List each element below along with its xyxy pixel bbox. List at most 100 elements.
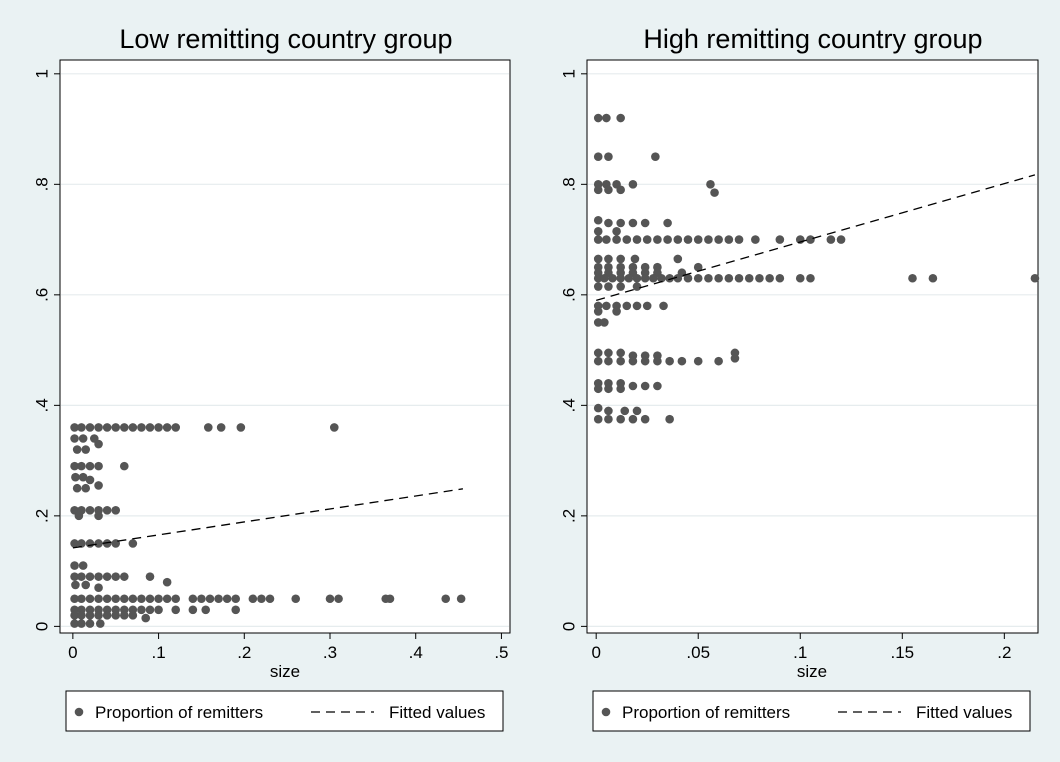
scatter-point xyxy=(81,483,91,493)
scatter-point xyxy=(765,273,774,283)
scatter-point xyxy=(154,594,163,604)
scatter-point xyxy=(119,594,129,604)
x-axis: 0 .1 .2 .3 .4 .5 xyxy=(68,633,509,662)
scatter-point xyxy=(94,583,103,592)
scatter-point xyxy=(928,273,938,283)
scatter-point xyxy=(704,273,713,283)
scatter-point xyxy=(622,235,632,244)
scatter-point xyxy=(693,356,703,366)
scatter-point xyxy=(334,594,343,604)
scatter-point xyxy=(94,511,103,521)
scatter-point xyxy=(214,594,223,604)
scatter-point xyxy=(257,594,266,604)
scatter-point xyxy=(74,511,84,521)
x-tick-label: 0 xyxy=(68,643,77,662)
scatter-point xyxy=(203,423,213,432)
scatter-point xyxy=(102,506,112,515)
legend-box xyxy=(65,690,504,732)
scatter-point xyxy=(162,423,172,432)
scatter-point xyxy=(102,539,112,548)
scatter-point xyxy=(70,561,79,570)
scatter-point xyxy=(724,235,734,244)
scatter-point xyxy=(593,273,603,283)
scatter-point xyxy=(593,348,603,358)
scatter-point xyxy=(70,619,79,628)
scatter-point xyxy=(628,381,638,391)
y-axis: 0 .2 .4 .6 .8 1 xyxy=(560,69,587,631)
scatter-point xyxy=(734,273,744,283)
scatter-point xyxy=(593,215,603,225)
scatter-point xyxy=(665,273,674,283)
scatter-point xyxy=(441,594,451,604)
scatter-point xyxy=(677,356,687,366)
scatter-point xyxy=(710,188,719,197)
scatter-point xyxy=(628,218,638,228)
scatter-point xyxy=(111,594,121,604)
scatter-point xyxy=(612,235,621,244)
scatter-point xyxy=(642,301,652,311)
scatter-point xyxy=(714,273,723,283)
scatter-point xyxy=(325,594,335,604)
fitted-line xyxy=(72,488,463,549)
legend-marker-points xyxy=(601,707,611,717)
plot-area xyxy=(59,59,511,634)
scatter-point xyxy=(806,273,815,283)
scatter-point xyxy=(94,439,103,449)
scatter-point xyxy=(659,301,668,311)
scatter-point xyxy=(216,423,226,432)
scatter-point xyxy=(604,185,613,195)
scatter-point xyxy=(77,619,86,628)
scatter-point xyxy=(604,414,613,424)
scatter-point xyxy=(683,235,693,244)
y-tick-label: .2 xyxy=(33,509,52,523)
scatter-point xyxy=(602,235,611,244)
legend: Proportion of remitters Fitted values xyxy=(592,690,1031,732)
scatter-point xyxy=(81,580,91,590)
scatter-point xyxy=(197,594,206,604)
scatter-point xyxy=(604,406,613,416)
y-tick-label: .8 xyxy=(560,177,579,191)
scatter-point xyxy=(714,235,723,244)
scatter-point xyxy=(70,539,79,548)
scatter-point xyxy=(385,594,395,604)
scatter-point xyxy=(616,384,625,394)
scatter-point xyxy=(600,318,609,327)
scatter-point xyxy=(775,235,785,244)
scatter-point xyxy=(77,423,86,432)
scatter-point xyxy=(593,226,603,236)
scatter-point xyxy=(616,113,625,123)
scatter-point xyxy=(77,539,86,548)
scatter-point xyxy=(70,423,79,432)
scatter-point xyxy=(95,619,105,628)
scatter-point xyxy=(102,594,112,604)
legend-label-points: Proportion of remitters xyxy=(622,703,790,722)
scatter-point xyxy=(94,611,103,620)
scatter-point xyxy=(1030,273,1040,283)
scatter-point xyxy=(744,273,754,283)
scatter-point xyxy=(806,235,815,244)
scatter-point xyxy=(755,273,764,283)
scatter-point xyxy=(665,356,674,366)
fitted-values-line xyxy=(72,488,463,549)
scatter-point xyxy=(600,273,609,283)
y-tick-label: .6 xyxy=(560,288,579,302)
scatter-point xyxy=(593,403,603,413)
scatter-point xyxy=(111,572,121,581)
scatter-point xyxy=(663,235,672,244)
scatter-point xyxy=(640,273,650,283)
scatter-point xyxy=(85,572,95,581)
x-axis-label: size xyxy=(270,662,300,681)
panel-high-remitting: High remitting country group 0.2.4.6.81 … xyxy=(530,0,1060,762)
y-tick-label: 0 xyxy=(560,622,579,631)
scatter-point xyxy=(162,577,172,587)
scatter-point xyxy=(85,611,95,620)
scatter-point xyxy=(649,273,658,283)
scatter-point xyxy=(616,254,625,264)
scatter-point xyxy=(616,273,625,283)
scatter-point xyxy=(291,594,301,604)
legend-label-fitted: Fitted values xyxy=(916,703,1012,722)
scatter-point xyxy=(119,423,129,432)
scatter-point xyxy=(706,180,715,189)
x-axis-label: size xyxy=(797,662,827,681)
scatter-point xyxy=(632,301,642,311)
